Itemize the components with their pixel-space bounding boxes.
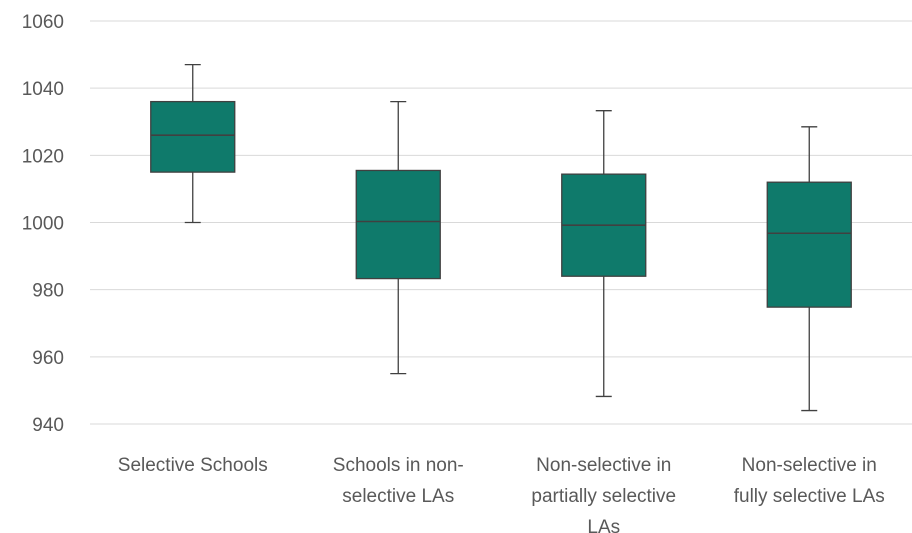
x-category-label-line: LAs bbox=[587, 517, 620, 533]
x-category-label-line: Non-selective in bbox=[536, 455, 671, 476]
y-tick-label: 1060 bbox=[22, 12, 64, 33]
box-plot-item bbox=[150, 64, 236, 224]
boxes bbox=[150, 64, 852, 412]
y-axis-ticks: 940 960 980 1000 1020 1040 1060 bbox=[22, 12, 64, 436]
box-plot-item bbox=[766, 126, 852, 412]
iqr-box bbox=[355, 169, 441, 280]
y-tick-label: 980 bbox=[32, 281, 64, 302]
box-plot-item bbox=[355, 100, 441, 375]
iqr-box bbox=[150, 100, 236, 173]
x-category-label: Schools in non-selective LAs bbox=[333, 455, 464, 507]
x-category-label: Selective Schools bbox=[118, 455, 268, 476]
y-tick-label: 1040 bbox=[22, 79, 64, 100]
y-tick-label: 1000 bbox=[22, 214, 64, 235]
y-tick-label: 960 bbox=[32, 348, 64, 369]
x-category-label-line: Selective Schools bbox=[118, 455, 268, 476]
x-category-label-line: fully selective LAs bbox=[734, 486, 885, 507]
y-tick-label: 1020 bbox=[22, 146, 64, 167]
x-category-label: Non-selective in fully selective LAs bbox=[734, 455, 885, 507]
x-category-label-line: Non-selective in bbox=[742, 455, 877, 476]
x-category-label-line: Schools in non- bbox=[333, 455, 464, 476]
x-category-label-line: partially selective bbox=[531, 486, 676, 507]
iqr-box bbox=[766, 181, 852, 308]
x-axis-category-labels: Selective Schools Schools in non-selectiv… bbox=[118, 455, 885, 533]
x-category-label: Non-selective in partially selective LAs bbox=[531, 455, 676, 533]
x-category-label-line: selective LAs bbox=[342, 486, 454, 507]
y-tick-label: 940 bbox=[32, 415, 64, 436]
box-plot-item bbox=[561, 110, 647, 398]
